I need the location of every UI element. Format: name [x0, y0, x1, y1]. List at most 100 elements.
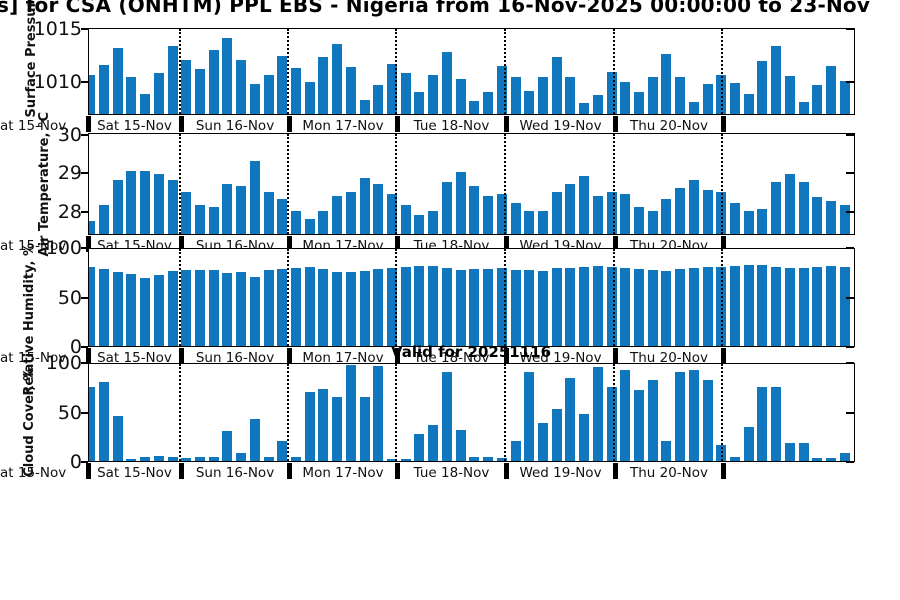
bar [236, 185, 247, 234]
y-tick-mark-left [81, 346, 88, 348]
y-tick-mark-left [81, 296, 88, 299]
bar [579, 103, 590, 114]
bar [455, 78, 466, 114]
day-tick [721, 116, 726, 132]
day-label: Mon 17-Nov [302, 465, 384, 481]
panel-3-plot-area [88, 248, 855, 347]
y-tick-mark-left [81, 362, 88, 364]
bar [140, 93, 151, 114]
bar [126, 76, 137, 114]
bar [428, 425, 439, 461]
bar [222, 272, 233, 346]
day-tick [86, 236, 91, 252]
bar [89, 386, 96, 461]
day-label: Thu 20-Nov [629, 118, 709, 134]
day-boundary-dotted-line [287, 364, 290, 461]
day-label: Wed 19-Nov [519, 350, 602, 366]
bar [140, 170, 151, 234]
bar [153, 174, 164, 234]
day-boundary-dotted-line [395, 134, 398, 234]
y-tick-mark-left [81, 411, 88, 414]
bar [345, 67, 356, 114]
day-label: Tue 18-Nov [413, 465, 490, 481]
bar [483, 457, 494, 461]
bar [647, 269, 658, 346]
bar [263, 74, 274, 114]
bar [565, 183, 576, 234]
bar [167, 457, 178, 461]
bar [359, 396, 370, 461]
bar [661, 54, 672, 114]
bar [98, 381, 109, 461]
bar [277, 441, 288, 461]
bar [757, 60, 768, 114]
bar [839, 266, 850, 346]
day-tick [179, 116, 184, 132]
bar [688, 102, 699, 114]
bar [579, 176, 590, 234]
day-tick [86, 463, 91, 479]
bar [89, 220, 96, 234]
bar [428, 265, 439, 346]
bar [345, 191, 356, 234]
day-boundary-dotted-line [613, 29, 616, 114]
clipped-day-label: at 15-Nov [0, 118, 67, 134]
day-boundary-dotted-line [287, 134, 290, 234]
y-tick-mark-right [846, 80, 854, 83]
y-tick-mark-right [846, 362, 854, 364]
day-boundary-dotted-line [395, 364, 398, 461]
bar [826, 65, 837, 114]
y-tick-label: 30 [57, 123, 82, 146]
bar [551, 267, 562, 346]
bar [428, 210, 439, 234]
bar [839, 80, 850, 114]
bar [565, 267, 576, 346]
day-boundary-dotted-line [613, 249, 616, 346]
y-tick-mark-right [846, 461, 854, 463]
bar [126, 170, 137, 234]
y-tick-mark-left [81, 172, 88, 175]
bar [277, 56, 288, 114]
bar [826, 458, 837, 461]
bar [675, 371, 686, 461]
bar [318, 268, 329, 346]
bar [222, 431, 233, 461]
day-boundary-dotted-line [721, 364, 724, 461]
bar [784, 174, 795, 234]
day-tick [613, 348, 618, 364]
panel-4-plot-area [88, 363, 855, 462]
bar [675, 268, 686, 346]
y-axis-label: Air Temperature, °C [37, 112, 52, 257]
y-tick-mark-right [846, 210, 854, 213]
bar [771, 386, 782, 461]
bar [332, 271, 343, 346]
bar [222, 38, 233, 114]
bar [194, 269, 205, 346]
bar [606, 72, 617, 114]
bar [455, 269, 466, 346]
day-boundary-dotted-line [504, 249, 507, 346]
bar [757, 264, 768, 346]
bar [743, 427, 754, 461]
bar [304, 391, 315, 461]
day-label: Tue 18-Nov [413, 118, 490, 134]
bar [483, 195, 494, 234]
bar [565, 76, 576, 114]
bar [277, 199, 288, 234]
day-tick [179, 348, 184, 364]
bar [743, 210, 754, 234]
day-boundary-dotted-line [504, 134, 507, 234]
bar [98, 205, 109, 234]
bar [812, 266, 823, 346]
bar [400, 205, 411, 234]
day-label: Sun 16-Nov [195, 350, 275, 366]
bar [826, 201, 837, 234]
bar [812, 85, 823, 114]
bar [263, 457, 274, 461]
bar [236, 59, 247, 114]
bar [89, 266, 96, 346]
day-boundary-dotted-line [287, 249, 290, 346]
bar [537, 423, 548, 461]
day-boundary-dotted-line [179, 364, 182, 461]
bar [414, 265, 425, 346]
